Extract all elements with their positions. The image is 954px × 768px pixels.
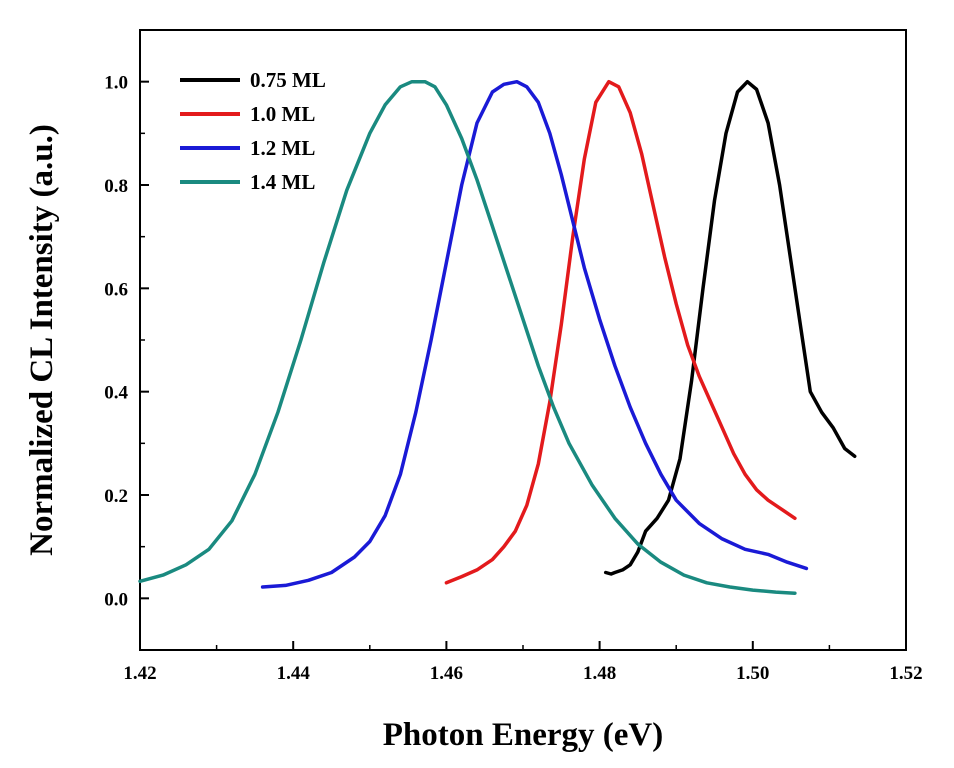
- legend: 0.75 ML 1.0 ML 1.2 ML 1.4 ML: [180, 68, 326, 194]
- x-tick-label: 1.46: [430, 663, 463, 684]
- x-tick-label: 1.42: [123, 663, 156, 684]
- y-tick-label: 0.2: [104, 486, 128, 507]
- x-tick-label: 1.44: [277, 663, 311, 684]
- series-line-1-2-ml: [260, 79, 809, 589]
- legend-label: 1.2 ML: [250, 136, 315, 160]
- series-line-1-4-ml: [138, 79, 797, 595]
- y-axis-ticks: 0.0 0.2 0.4 0.6 0.8 1.0: [104, 29, 149, 651]
- series-line-1-0-ml: [444, 79, 797, 585]
- x-axis-ticks: 1.42 1.44 1.46 1.48 1.50 1.52: [123, 641, 923, 684]
- legend-label: 1.4 ML: [250, 170, 315, 194]
- legend-label: 0.75 ML: [250, 68, 326, 92]
- x-tick-label: 1.48: [583, 663, 616, 684]
- y-tick-label: 0.8: [104, 176, 128, 197]
- y-tick-label: 0.6: [104, 279, 128, 300]
- legend-label: 1.0 ML: [250, 102, 315, 126]
- x-axis-title: Photon Energy (eV): [383, 717, 663, 753]
- y-tick-label: 1.0: [104, 73, 128, 94]
- x-tick-label: 1.50: [736, 663, 769, 684]
- y-tick-label: 0.0: [104, 589, 128, 610]
- y-axis-title: Normalized CL Intensity (a.u.): [24, 124, 60, 556]
- x-tick-label: 1.52: [889, 663, 922, 684]
- y-tick-label: 0.4: [104, 383, 128, 404]
- series-layer: [138, 79, 857, 595]
- series-line-0-75-ml: [603, 79, 857, 576]
